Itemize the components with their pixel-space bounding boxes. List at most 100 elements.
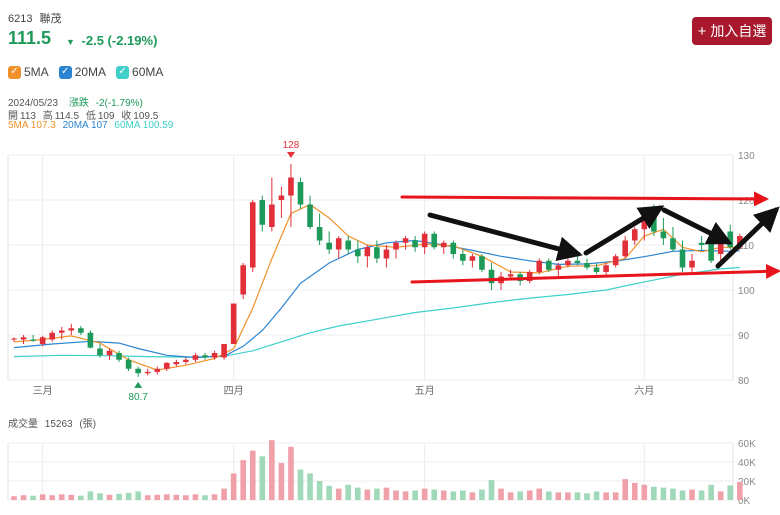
info-ohlc-row: 開 113 高 114.5 低 109 收 109.5 (8, 107, 162, 122)
volume-bar (106, 494, 113, 500)
candle-body (526, 272, 533, 281)
volume-bar (679, 490, 686, 500)
candle-body (97, 348, 103, 356)
candle (58, 326, 65, 340)
ma20-toggle[interactable]: ✓ 20MA (58, 65, 107, 79)
candle (393, 240, 399, 259)
volume-label: 成交量 (8, 419, 38, 430)
candle-body (355, 249, 361, 257)
candle-body (603, 265, 609, 272)
candle-body (565, 260, 571, 266)
x-tick-label: 三月 (33, 385, 53, 397)
candle-body (584, 263, 590, 268)
volume-tick-label: 60K (738, 439, 756, 450)
candle (87, 330, 94, 349)
candle (450, 240, 457, 259)
volume-bar (316, 481, 323, 500)
info-change-label: 漲跌 (68, 98, 89, 109)
volume-bar (335, 488, 342, 500)
volume-bar (631, 482, 638, 500)
candle-body (164, 362, 170, 369)
candle (584, 258, 590, 270)
candle-body (154, 368, 161, 372)
volume-bar (68, 494, 75, 500)
candle-body (364, 247, 371, 257)
candle (259, 195, 266, 232)
trend-arrow-black (715, 206, 780, 269)
candle-body (689, 260, 695, 268)
candle (421, 231, 428, 254)
ma60-toggle[interactable]: ✓ 60MA (116, 65, 163, 79)
checkbox-icon[interactable]: ✓ (58, 65, 72, 79)
candle-body (440, 242, 447, 248)
candle (689, 254, 695, 272)
candle-body (651, 213, 657, 232)
candle-body (221, 344, 227, 358)
trend-line-red (410, 263, 780, 284)
candle-body (11, 338, 17, 340)
low-marker-icon (134, 381, 143, 388)
volume-bar (507, 492, 514, 500)
candle-body (125, 359, 132, 369)
volume-bar (307, 473, 313, 500)
candle-body (68, 328, 75, 331)
ma5-toggle[interactable]: ✓ 5MA (8, 65, 49, 79)
candle (173, 359, 180, 367)
candle-body (269, 204, 275, 227)
volume-bar (374, 488, 380, 500)
ma20-value: 20MA 107 (62, 120, 108, 131)
candle-body (421, 233, 428, 248)
candle (622, 236, 628, 259)
candle (30, 335, 36, 342)
price-tick-label: 90 (738, 331, 750, 342)
volume-bar (488, 480, 495, 500)
volume-bar (144, 495, 151, 500)
volume-bar (173, 494, 180, 500)
volume-bar (202, 495, 208, 500)
volume-tick-label: 40K (738, 458, 756, 469)
ma60-value: 60MA 100.59 (114, 120, 174, 131)
price-plot-frame (7, 154, 734, 381)
candle (593, 263, 600, 275)
candle-body (20, 337, 27, 340)
volume-bar (670, 488, 676, 500)
candle (698, 236, 705, 250)
ma60-label: 60MA (132, 65, 164, 79)
candle (68, 323, 75, 335)
high-label: 128 (283, 140, 300, 151)
candle-body (450, 242, 457, 254)
volume-bar (689, 489, 695, 500)
candle (412, 236, 418, 252)
candle (546, 258, 552, 272)
candle (479, 254, 485, 272)
candle (326, 231, 332, 254)
volume-bar (116, 493, 122, 500)
stock-code: 6213 (8, 13, 33, 25)
volume-bar (125, 492, 132, 500)
candle (39, 335, 46, 347)
volume-bar (78, 495, 84, 500)
ma60-line (13, 266, 740, 358)
candle-body (288, 177, 294, 196)
volume-bar (698, 490, 705, 500)
add-to-watchlist-button[interactable]: + 加入自選 (692, 17, 772, 45)
candle-body (670, 238, 676, 250)
volume-bar (641, 484, 648, 500)
volume-bar (278, 462, 285, 500)
ma20-label: 20MA (74, 65, 107, 79)
volume-bar (612, 492, 619, 500)
high-label: 高 (42, 111, 53, 122)
high-marker-icon (286, 152, 295, 158)
checkbox-icon[interactable]: ✓ (116, 65, 130, 79)
info-date: 2024/05/23 (8, 98, 59, 109)
volume-bar (402, 491, 409, 500)
down-arrow-icon: ▼ (66, 37, 75, 47)
candle-body (460, 254, 466, 261)
volume-bar (230, 473, 237, 500)
high-value: 114.5 (54, 111, 80, 122)
ma-legend: ✓ 5MA ✓ 20MA ✓ 60MA (8, 65, 163, 79)
checkbox-icon[interactable]: ✓ (8, 65, 21, 79)
candle (49, 330, 55, 342)
candle (144, 368, 151, 376)
